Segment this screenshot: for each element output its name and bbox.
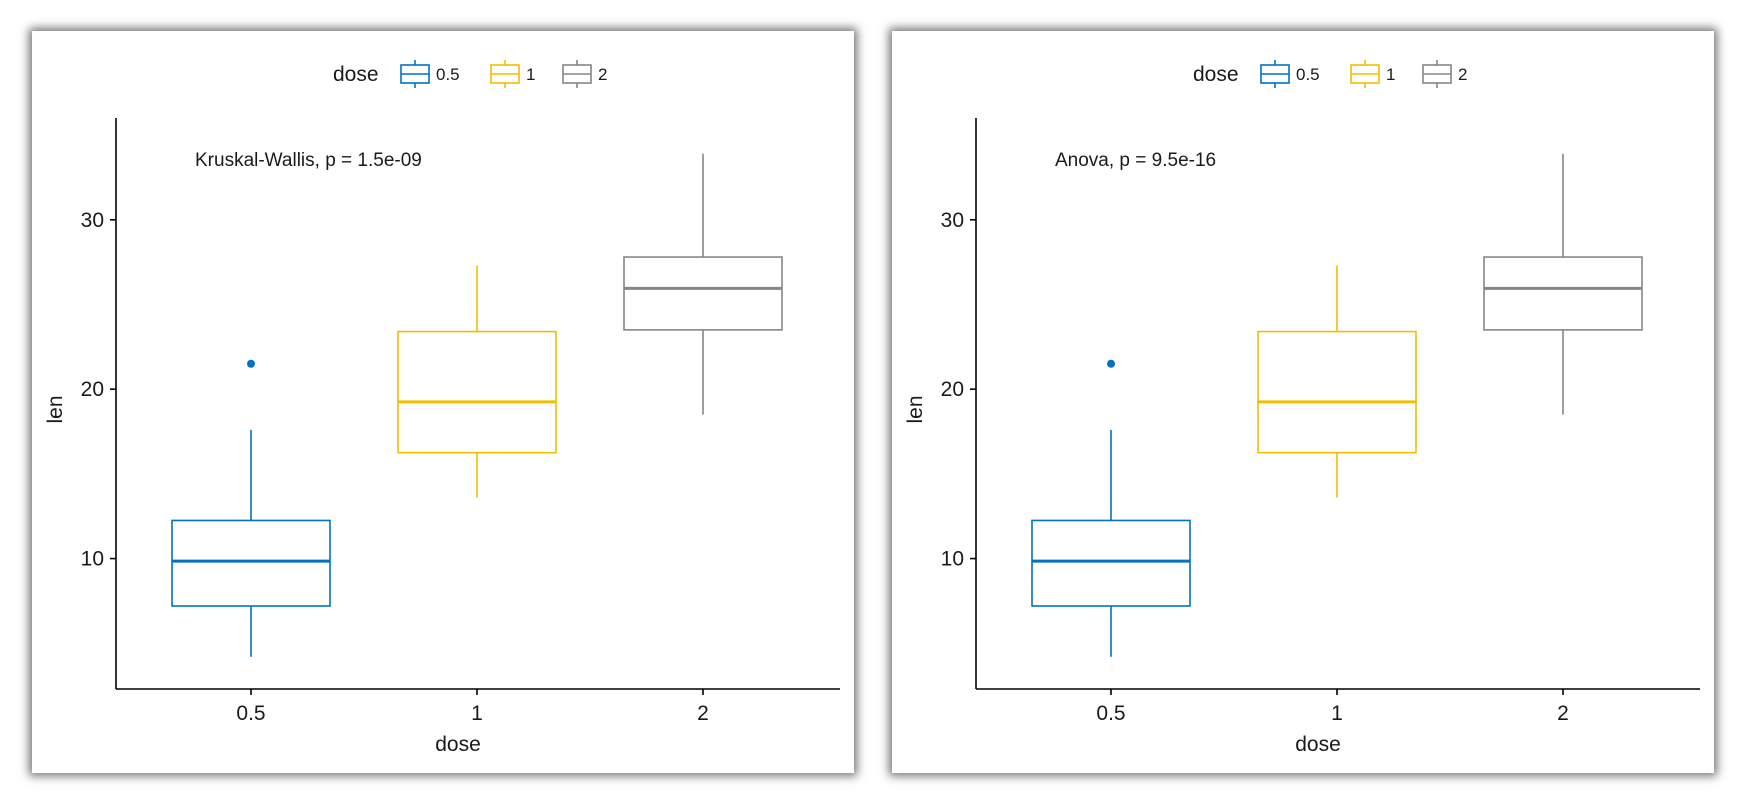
legend-label-2: 2 xyxy=(598,65,607,84)
legend-key-2 xyxy=(1422,60,1452,88)
box-2 xyxy=(623,153,783,415)
x-tick-label-2: 2 xyxy=(697,702,709,725)
box-0.5 xyxy=(1031,359,1191,657)
iqr-box xyxy=(1031,519,1191,607)
chart-panel-anova: dose 0.5 1 2 Anova, p = 9.5e-16 10 20 30 0.5 1 2 do… xyxy=(892,31,1714,773)
iqr-box xyxy=(1257,330,1417,454)
x-axis-label: dose xyxy=(435,733,481,756)
x-tick-label-0.5: 0.5 xyxy=(236,702,265,725)
iqr-box xyxy=(623,256,783,331)
y-axis-label: len xyxy=(44,395,67,423)
y-tick-label-20: 20 xyxy=(81,378,104,401)
y-tick-label-20: 20 xyxy=(941,378,964,401)
legend-label-1: 1 xyxy=(1386,65,1395,84)
stat-annotation: Anova, p = 9.5e-16 xyxy=(1055,150,1216,171)
chart-panel-kruskal-wallis: dose 0.5 1 2 Kruskal-Wallis, p = 1.5e-09 10 20… xyxy=(32,31,854,773)
legend-key-0.5 xyxy=(1260,60,1290,88)
stat-annotation: Kruskal-Wallis, p = 1.5e-09 xyxy=(195,150,422,171)
iqr-box xyxy=(1483,256,1643,331)
x-tick-label-1: 1 xyxy=(1331,702,1343,725)
y-axis-label: len xyxy=(904,395,927,423)
legend-key-2 xyxy=(562,60,592,88)
box-1 xyxy=(397,265,557,498)
y-tick-label-30: 30 xyxy=(941,209,964,232)
outlier-point xyxy=(1107,359,1115,368)
y-tick-label-30: 30 xyxy=(81,209,104,232)
x-axis-label: dose xyxy=(1295,733,1341,756)
y-tick-label-10: 10 xyxy=(81,548,104,571)
box-0.5 xyxy=(171,359,331,657)
box-2 xyxy=(1483,153,1643,415)
iqr-box xyxy=(397,330,557,454)
legend-key-1 xyxy=(490,60,520,88)
legend-label-0.5: 0.5 xyxy=(1296,65,1320,84)
legend: dose 0.5 1 2 xyxy=(1193,60,1467,88)
legend-key-1 xyxy=(1350,60,1380,88)
legend-label-2: 2 xyxy=(1458,65,1467,84)
legend-title: dose xyxy=(1193,63,1239,86)
legend: dose 0.5 1 2 xyxy=(333,60,607,88)
x-tick-label-0.5: 0.5 xyxy=(1096,702,1125,725)
legend-label-1: 1 xyxy=(526,65,535,84)
legend-label-0.5: 0.5 xyxy=(436,65,460,84)
iqr-box xyxy=(171,519,331,607)
outlier-point xyxy=(247,359,255,368)
legend-title: dose xyxy=(333,63,379,86)
y-tick-label-10: 10 xyxy=(941,548,964,571)
x-tick-label-2: 2 xyxy=(1557,702,1569,725)
box-1 xyxy=(1257,265,1417,498)
legend-key-0.5 xyxy=(400,60,430,88)
x-tick-label-1: 1 xyxy=(471,702,483,725)
